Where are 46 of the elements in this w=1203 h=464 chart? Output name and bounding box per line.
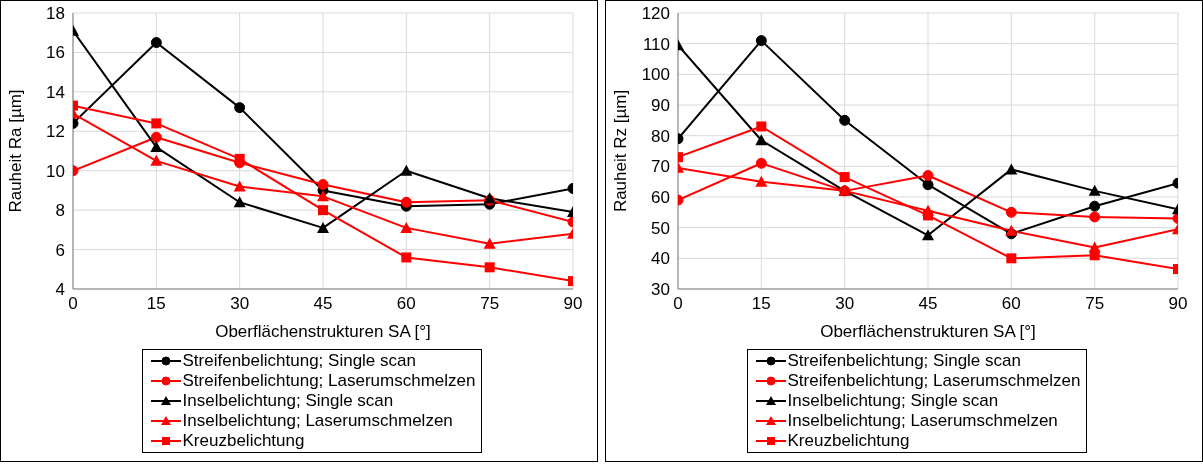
y-tick-label: 120 (641, 4, 670, 24)
y-tick-label: 110 (642, 34, 670, 54)
y-axis-title: Rauheit Rz [µm] (611, 89, 631, 213)
y-tick-label: 60 (651, 188, 670, 208)
y-axis-title: Rauheit Ra [µm] (6, 89, 26, 213)
x-tick-label: 0 (673, 294, 683, 314)
x-tick-label: 30 (230, 294, 250, 314)
legend-label: Kreuzbelichtung (182, 431, 305, 451)
y-tick-label: 6 (55, 240, 65, 260)
x-tick-label: 45 (313, 294, 333, 314)
x-axis-title: Oberflächenstrukturen SA [°] (215, 322, 431, 341)
legend-label: Kreuzbelichtung (787, 431, 910, 451)
legend-label: Inselbelichtung; Single scan (787, 391, 999, 411)
legend-label: Streifenbelichtung; Laserumschmelzen (182, 371, 476, 391)
legend-label: Streifenbelichtung; Single scan (182, 351, 416, 371)
y-tick-label: 18 (46, 4, 65, 24)
x-tick-label: 60 (1001, 294, 1021, 314)
y-tick-label: 80 (651, 126, 670, 146)
y-tick-label: 100 (641, 65, 670, 85)
y-tick-label: 30 (651, 280, 670, 300)
legend-label: Streifenbelichtung; Single scan (787, 351, 1021, 371)
x-tick-label: 15 (146, 294, 166, 314)
y-tick-label: 50 (651, 218, 670, 238)
x-tick-label: 0 (68, 294, 78, 314)
y-tick-label: 8 (55, 201, 65, 221)
y-tick-label: 16 (46, 43, 65, 63)
legend-label: Inselbelichtung; Single scan (182, 391, 394, 411)
legend-label: Inselbelichtung; Laserumschmelzen (182, 411, 453, 431)
x-tick-label: 75 (480, 294, 500, 314)
y-tick-label: 4 (55, 280, 65, 300)
y-tick-label: 90 (651, 96, 670, 116)
legend-label: Streifenbelichtung; Laserumschmelzen (787, 371, 1081, 391)
y-tick-label: 70 (651, 157, 670, 177)
y-tick-label: 10 (46, 161, 65, 181)
x-tick-label: 60 (396, 294, 416, 314)
x-tick-label: 90 (1168, 294, 1188, 314)
x-tick-label: 30 (835, 294, 855, 314)
y-tick-label: 12 (46, 122, 65, 142)
legend-label: Inselbelichtung; Laserumschmelzen (787, 411, 1058, 431)
x-axis-title: Oberflächenstrukturen SA [°] (820, 322, 1036, 341)
y-tick-label: 40 (651, 249, 670, 269)
x-tick-label: 75 (1085, 294, 1105, 314)
x-tick-label: 15 (751, 294, 771, 314)
x-tick-label: 90 (563, 294, 583, 314)
y-tick-label: 14 (46, 82, 65, 102)
x-tick-label: 45 (918, 294, 938, 314)
